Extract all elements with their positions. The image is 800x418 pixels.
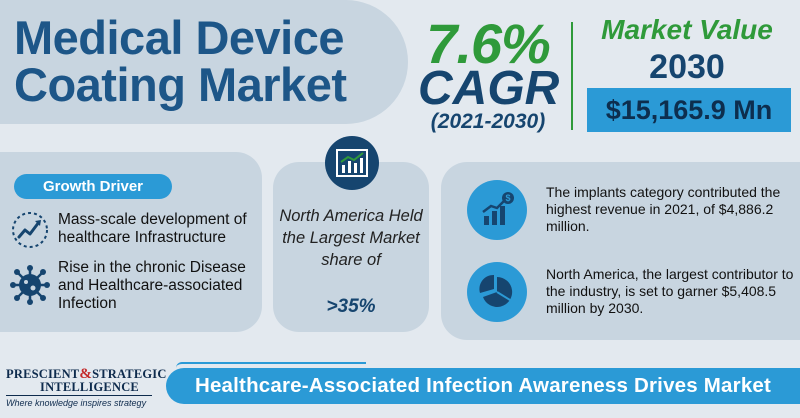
cagr-label: CAGR — [418, 62, 560, 115]
logo-word-1: PRESCIENT — [6, 367, 80, 381]
logo-word-3: INTELLIGENCE — [40, 380, 139, 394]
title-line-1: Medical Device — [14, 11, 345, 64]
growth-driver-item-1: Mass-scale development of healthcare Inf… — [58, 211, 247, 246]
cagr-value: 7.6% — [426, 12, 551, 75]
bar-chart-icon — [325, 136, 379, 190]
title-panel — [0, 0, 408, 124]
region-share: >35% — [326, 296, 376, 317]
region-statement: North America Held the Largest Market sh… — [279, 207, 423, 269]
insight-text-2: North America, the largest contributor t… — [546, 266, 794, 316]
market-value-label: Market Value — [601, 14, 773, 45]
bottom-banner: Healthcare-Associated Infection Awarenes… — [166, 368, 800, 404]
svg-text:$: $ — [505, 193, 510, 203]
cagr-period: (2021-2030) — [430, 110, 546, 133]
title-line-2: Coating Market — [14, 58, 347, 111]
growth-dollar-icon: $ — [467, 180, 527, 240]
market-value-amount: $15,165.9 Mn — [587, 88, 791, 132]
growth-driver-badge: Growth Driver — [14, 174, 172, 199]
market-value-year: 2030 — [649, 48, 725, 86]
growth-driver-item-2: Rise in the chronic Disease and Healthca… — [58, 259, 246, 312]
page-title: Medical Device Coating Market — [14, 14, 404, 108]
logo-rule — [6, 395, 152, 396]
insight-text-1: The implants category contributed the hi… — [546, 184, 781, 234]
logo: PRESCIENT&STRATEGIC — [6, 366, 167, 383]
pie-chart-icon — [467, 262, 527, 322]
logo-tagline: Where knowledge inspires strategy — [6, 398, 147, 408]
logo-ampersand: & — [79, 366, 93, 382]
divider — [571, 22, 573, 130]
trend-arrow-icon — [10, 210, 50, 255]
region-card — [273, 162, 429, 332]
banner-accent — [176, 362, 366, 368]
logo-word-2: STRATEGIC — [92, 367, 167, 381]
virus-icon — [9, 264, 51, 311]
